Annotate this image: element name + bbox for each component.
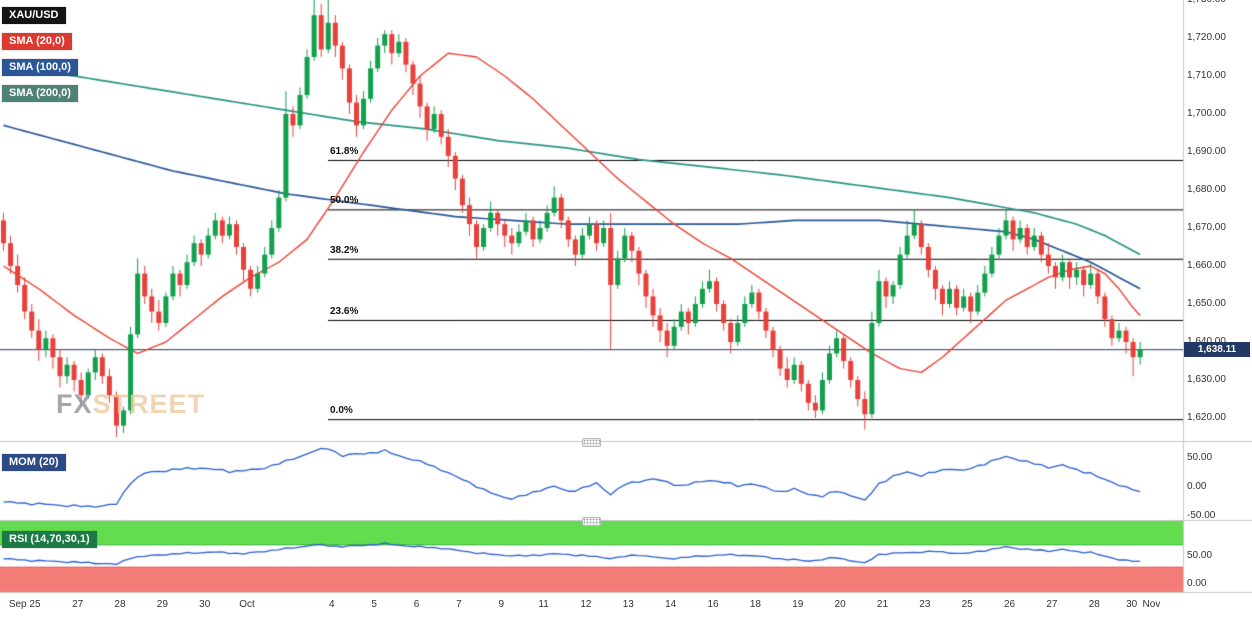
watermark-fx-text: FX (56, 389, 93, 419)
sma20-chip[interactable]: SMA (20,0) (2, 33, 72, 50)
fxstreet-watermark: FXSTREET (56, 389, 205, 420)
watermark-street-text: STREET (92, 389, 206, 419)
sma200-chip[interactable]: SMA (200,0) (2, 85, 78, 102)
current-price-badge: 1,638.11 (1184, 342, 1250, 358)
symbol-chip[interactable]: XAU/USD (2, 7, 66, 24)
main-chart-legend: XAU/USD SMA (20,0) SMA (100,0) SMA (200,… (2, 7, 78, 102)
rsi-chip[interactable]: RSI (14,70,30,1) (2, 531, 97, 548)
pane-splitter-handle-mom[interactable] (582, 438, 601, 447)
mom-chip[interactable]: MOM (20) (2, 454, 66, 471)
sma100-chip[interactable]: SMA (100,0) (2, 59, 78, 76)
pane-splitter-handle-rsi[interactable] (582, 517, 601, 526)
